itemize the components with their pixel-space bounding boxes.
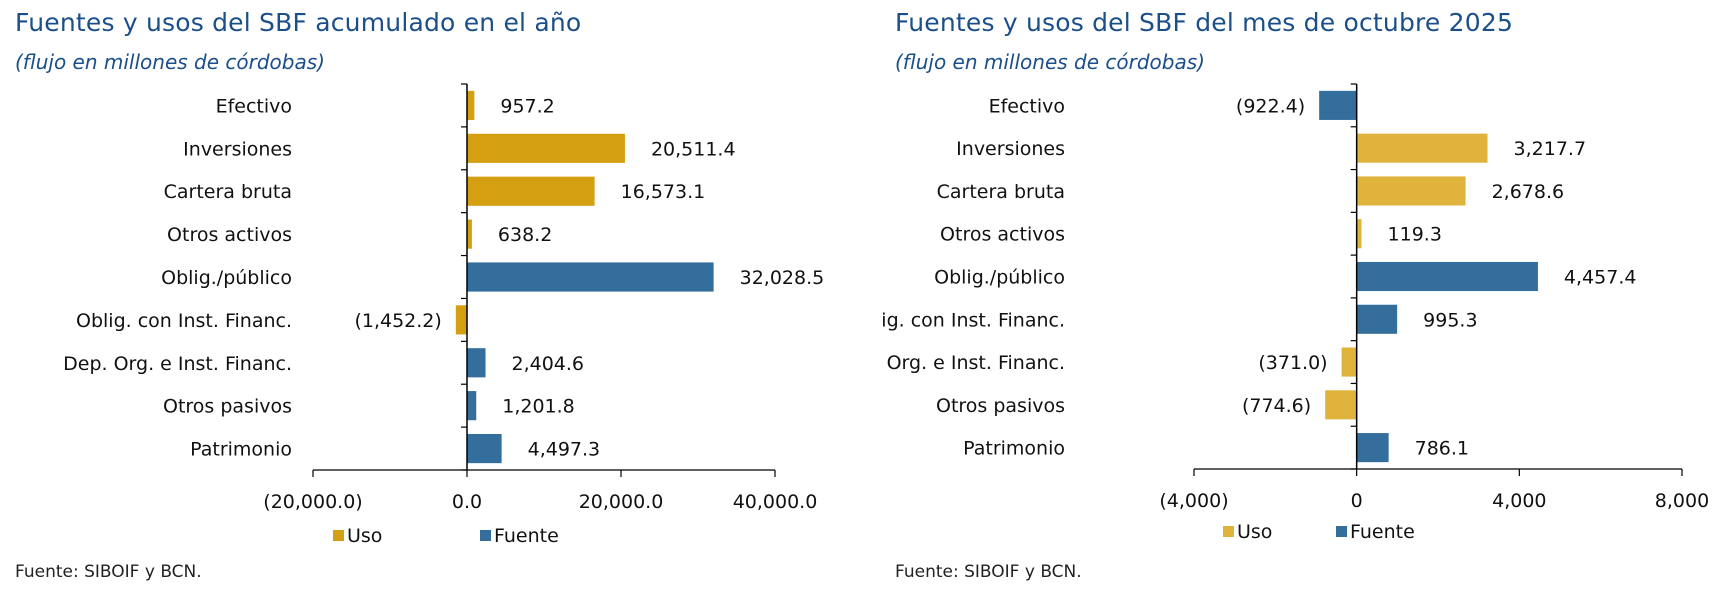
category-label: Cartera bruta (937, 181, 1065, 203)
legend-label-fuente: Fuente (494, 525, 559, 547)
bar-2 (467, 176, 595, 206)
category-label: Efectivo (989, 95, 1065, 117)
bar-3 (1356, 219, 1362, 249)
category-label: Oblig. con Inst. Financ. (880, 309, 1065, 331)
chart-title: Fuentes y usos del SBF acumulado en el a… (15, 8, 582, 37)
value-label: 957.2 (500, 95, 554, 117)
x-tick-label: 4,000 (1492, 490, 1546, 512)
x-tick-label: 8,000 (1655, 490, 1709, 512)
legend-swatch-uso (1223, 526, 1234, 537)
source-note: Fuente: SIBOIF y BCN. (895, 562, 1082, 582)
legend-swatch-fuente (480, 530, 491, 541)
x-tick-label: (4,000) (1159, 490, 1228, 512)
bar-7 (467, 391, 477, 421)
bar-chart-october: Efectivo (922.4) Inversiones 3,217.7 Cartera… (880, 83, 1709, 543)
value-label: (774.6) (1242, 395, 1311, 417)
value-label: 2,678.6 (1492, 181, 1565, 203)
bar-8 (467, 433, 502, 464)
bar-0 (1319, 90, 1357, 120)
source-note: Fuente: SIBOIF y BCN. (15, 562, 202, 582)
x-tick-label: 20,000.0 (579, 491, 664, 513)
bar-1 (1356, 133, 1488, 163)
bar-8 (1356, 433, 1389, 463)
bar-4 (467, 262, 714, 292)
chart-title: Fuentes y usos del SBF del mes de octubr… (895, 8, 1514, 37)
value-label: 786.1 (1415, 438, 1469, 460)
legend-swatch-fuente (1336, 526, 1347, 537)
category-label: Efectivo (216, 95, 292, 117)
bar-1 (467, 133, 625, 163)
value-label: 4,497.3 (528, 439, 601, 461)
category-label: Patrimonio (190, 439, 292, 461)
legend-label-uso: Uso (1237, 521, 1272, 543)
value-label: 638.2 (498, 224, 552, 246)
chart-subtitle: (flujo en millones de córdobas) (895, 50, 1205, 74)
value-label: 32,028.5 (740, 267, 825, 289)
value-label: (1,452.2) (354, 310, 441, 332)
value-label: 16,573.1 (621, 181, 706, 203)
bar-2 (1356, 176, 1466, 206)
x-tick-label: 40,000.0 (733, 491, 818, 513)
value-label: 2,404.6 (512, 353, 585, 375)
value-label: 119.3 (1388, 224, 1442, 246)
x-tick-label: (20,000.0) (263, 491, 362, 513)
chart-panel-accumulated: Fuentes y usos del SBF acumulado en el a… (15, 8, 825, 582)
bar-5 (1356, 304, 1398, 334)
legend-label-fuente: Fuente (1350, 521, 1415, 543)
category-label: Otros pasivos (936, 395, 1065, 417)
bar-6 (467, 348, 486, 378)
category-label: Dep. Org. e Inst. Financ. (63, 353, 292, 375)
value-label: 4,457.4 (1564, 267, 1637, 289)
category-label: Inversiones (956, 138, 1065, 160)
category-label: Otros activos (167, 224, 292, 246)
category-label: Otros pasivos (163, 396, 292, 418)
bar-0 (467, 90, 475, 121)
category-label: Cartera bruta (164, 181, 292, 203)
legend-swatch-uso (333, 530, 344, 541)
chart-subtitle: (flujo en millones de córdobas) (15, 50, 325, 74)
bar-3 (467, 219, 472, 249)
bar-5 (455, 305, 467, 335)
category-label: Otros activos (940, 224, 1065, 246)
value-label: 995.3 (1423, 309, 1477, 331)
category-label: Inversiones (183, 138, 292, 160)
category-label: Oblig./público (934, 267, 1065, 289)
value-label: 20,511.4 (651, 138, 736, 160)
category-label: Patrimonio (963, 438, 1065, 460)
bar-7 (1325, 390, 1357, 420)
x-tick-label: 0 (1351, 490, 1363, 512)
bar-chart-accumulated: Efectivo 957.2 Inversiones 20,511.4 Cartera … (63, 83, 825, 547)
bar-4 (1356, 261, 1538, 292)
value-label: 1,201.8 (502, 396, 575, 418)
bar-6 (1341, 347, 1357, 377)
category-label: Dep. Org. e Inst. Financ. (880, 352, 1065, 374)
value-label: 3,217.7 (1514, 138, 1587, 160)
value-label: (922.4) (1236, 95, 1305, 117)
value-label: (371.0) (1258, 352, 1327, 374)
category-label: Oblig./público (161, 267, 292, 289)
x-tick-label: 0.0 (452, 491, 482, 513)
chart-panel-october: Fuentes y usos del SBF del mes de octubr… (880, 0, 1727, 597)
legend-label-uso: Uso (347, 525, 382, 547)
category-label: Oblig. con Inst. Financ. (76, 310, 292, 332)
